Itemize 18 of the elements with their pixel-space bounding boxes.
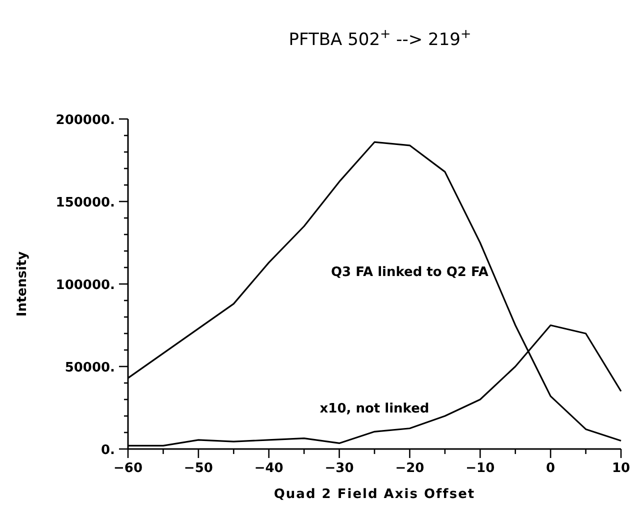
y-axis-title: Intensity xyxy=(15,250,30,317)
x-tick-label: −50 xyxy=(184,461,213,476)
x-tick-label: −60 xyxy=(114,461,142,476)
x-tick-label: −20 xyxy=(395,461,424,476)
x-axis-title: Quad 2 Field Axis Offset xyxy=(274,487,476,502)
x-tick-label: 0 xyxy=(546,461,556,476)
x-tick-label: 10 xyxy=(612,461,630,476)
x-tick-label: −30 xyxy=(324,461,354,476)
x-tick-label: −10 xyxy=(466,461,495,476)
series-label: x10, not linked xyxy=(320,402,430,417)
x-tick-label: −40 xyxy=(254,461,284,476)
y-tick-label: 150000. xyxy=(56,196,115,210)
chart-title: PFTBA 502$^{+}$ --> 219$^{+}$ xyxy=(288,26,472,50)
y-tick-label: 200000. xyxy=(56,113,115,128)
y-tick-label: 100000. xyxy=(56,278,115,293)
y-tick-label: 50000. xyxy=(64,360,115,376)
y-tick-label: 0. xyxy=(101,443,115,458)
series-label: Q3 FA linked to Q2 FA xyxy=(330,264,488,280)
